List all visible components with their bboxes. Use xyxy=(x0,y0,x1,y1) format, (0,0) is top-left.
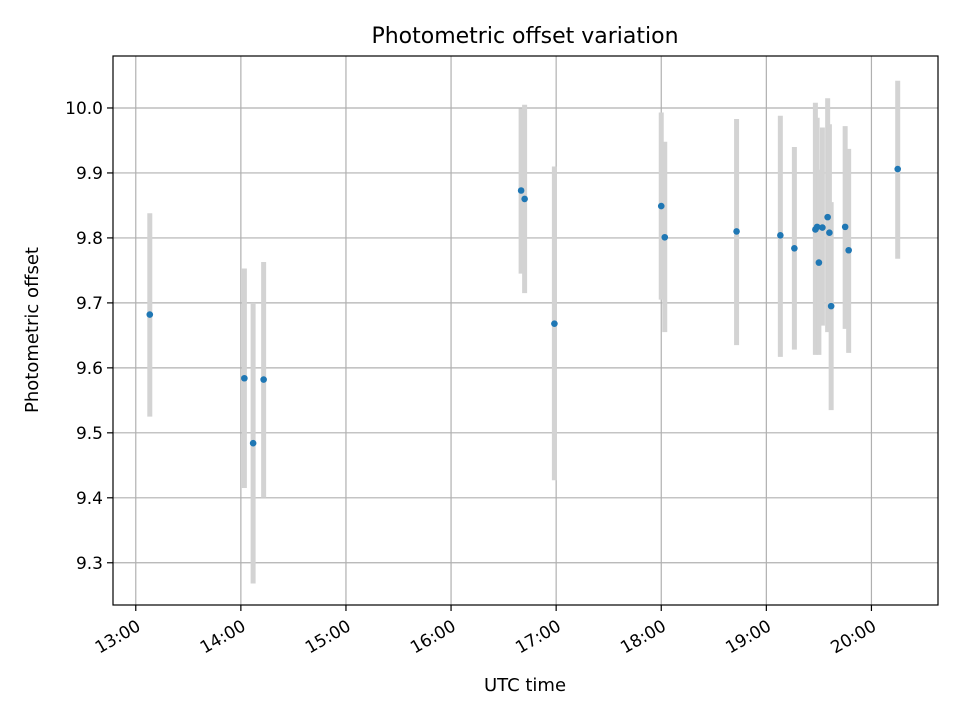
data-point xyxy=(146,311,154,318)
error-bars xyxy=(147,80,901,584)
data-point xyxy=(826,229,833,237)
data-point xyxy=(517,187,525,194)
y-tick-label: 10.0 xyxy=(65,99,103,119)
y-tick-label: 9.8 xyxy=(76,229,103,249)
data-point xyxy=(824,213,831,221)
data-point xyxy=(815,259,823,266)
y-axis-ticks: 9.3 9.4 9.5 9.6 9.7 9.8 9.9 10.0 xyxy=(65,99,113,574)
x-axis-label: UTC time xyxy=(484,675,566,696)
data-point xyxy=(551,320,558,327)
data-point xyxy=(841,223,849,231)
x-axis-ticks: 13:00 14:00 15:00 16:00 17:00 18:00 19:00 20:00 xyxy=(92,605,880,658)
data-point xyxy=(819,224,826,231)
x-tick-label: 14:00 xyxy=(197,616,249,658)
data-point xyxy=(845,246,852,254)
data-point xyxy=(521,195,528,203)
data-point xyxy=(733,228,740,235)
data-point xyxy=(661,233,669,241)
data-point xyxy=(241,374,248,382)
x-tick-label: 17:00 xyxy=(512,616,564,658)
y-tick-label: 9.9 xyxy=(76,164,103,184)
x-tick-label: 20:00 xyxy=(828,616,880,658)
x-tick-label: 15:00 xyxy=(302,616,354,658)
data-point xyxy=(249,439,257,447)
data-point xyxy=(813,223,821,231)
chart-title: Photometric offset variation xyxy=(371,24,678,49)
y-tick-label: 9.7 xyxy=(76,294,103,314)
x-tick-label: 18:00 xyxy=(617,616,669,658)
data-points xyxy=(146,165,902,447)
data-point xyxy=(827,302,835,310)
y-tick-label: 9.6 xyxy=(76,359,103,379)
data-point xyxy=(894,165,902,173)
data-point xyxy=(777,232,784,239)
data-point xyxy=(260,376,267,383)
x-tick-label: 13:00 xyxy=(92,616,144,658)
y-axis-label: Photometric offset xyxy=(22,247,43,413)
x-tick-label: 16:00 xyxy=(407,616,459,658)
data-point xyxy=(657,202,665,210)
y-tick-label: 9.3 xyxy=(76,554,103,574)
plot-frame xyxy=(112,55,939,606)
y-tick-label: 9.5 xyxy=(76,424,103,444)
y-tick-label: 9.4 xyxy=(76,489,103,509)
x-tick-label: 19:00 xyxy=(722,616,774,658)
data-point xyxy=(791,245,798,252)
